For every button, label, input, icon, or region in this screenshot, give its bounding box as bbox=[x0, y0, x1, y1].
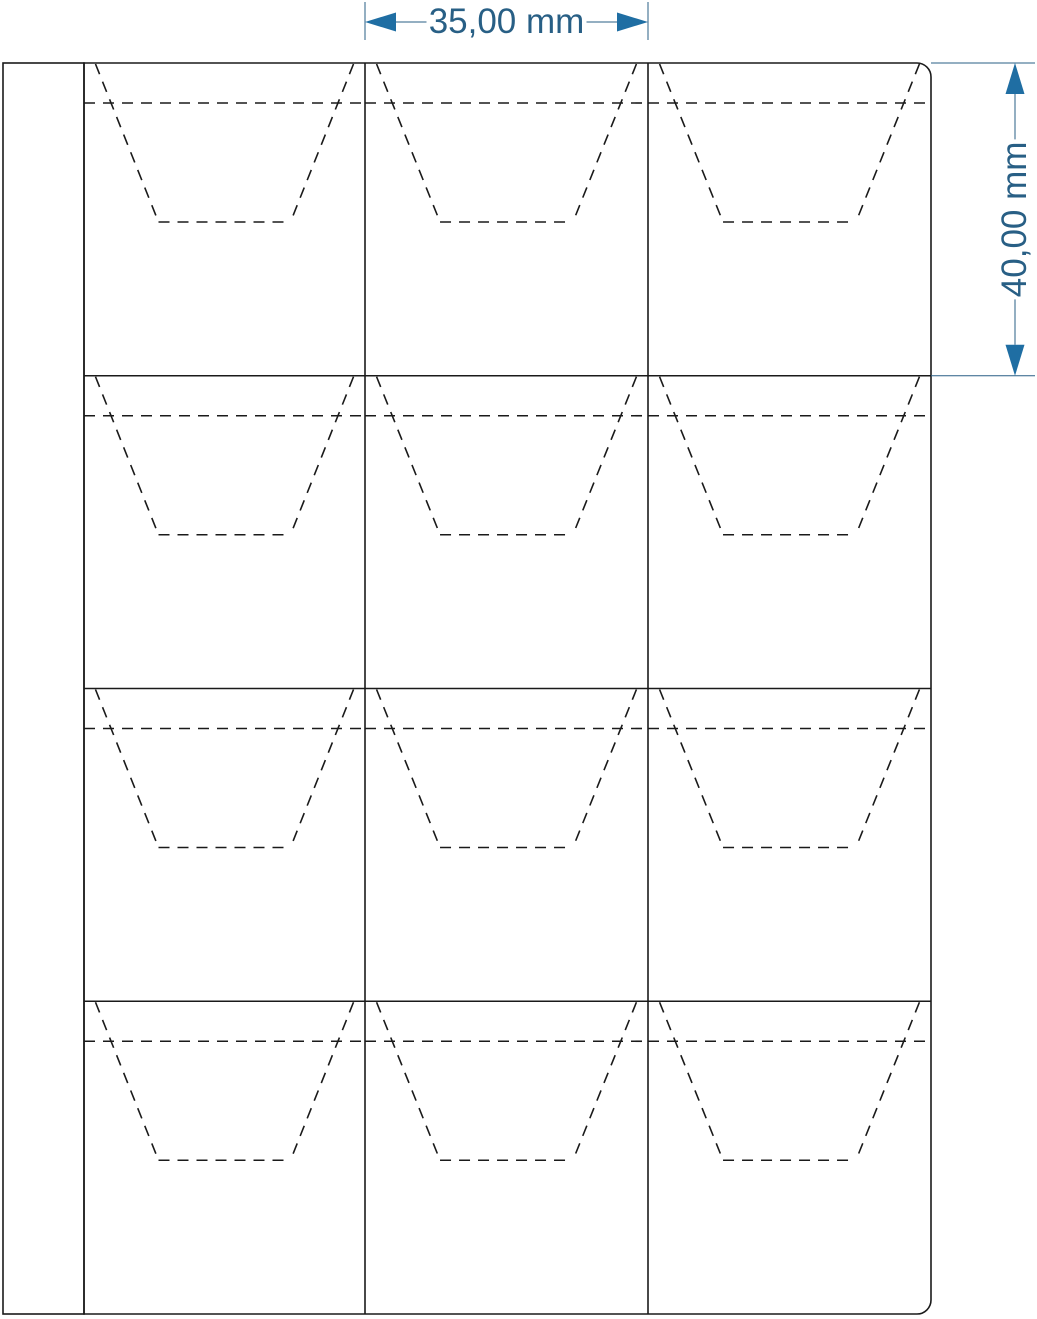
svg-text:35,00 mm: 35,00 mm bbox=[429, 2, 585, 41]
svg-text:40,00 mm: 40,00 mm bbox=[995, 142, 1034, 298]
